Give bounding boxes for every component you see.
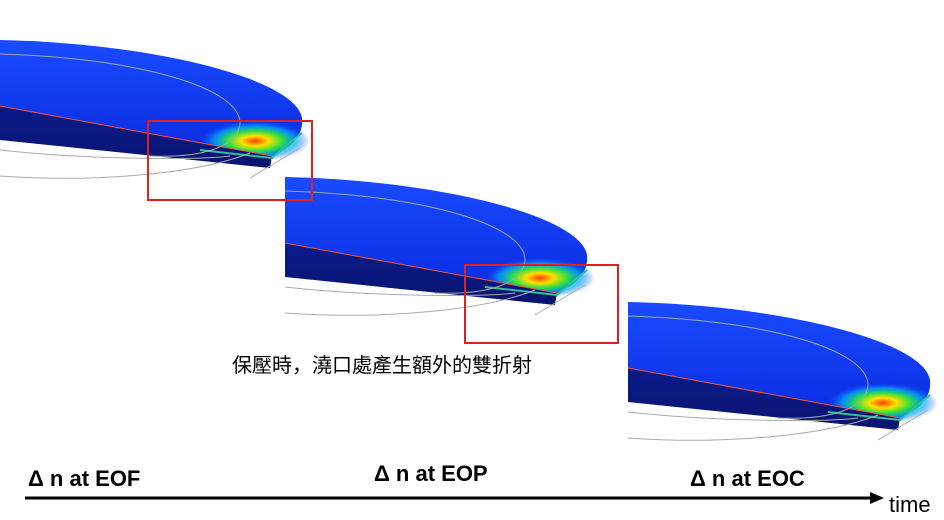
highlight-box [147, 120, 313, 201]
stage-label: Δ n at EOC [690, 466, 805, 491]
axis-arrow [870, 492, 884, 504]
stage-label: Δ n at EOP [374, 461, 488, 486]
disc-image-eop [285, 176, 595, 317]
annotation: 保壓時，澆口處產生額外的雙折射 [232, 353, 532, 377]
disc-image-eoc [628, 301, 938, 442]
axis-label: time [889, 492, 931, 517]
disc-image-eof [0, 39, 310, 180]
stage-label: Δ n at EOF [28, 466, 140, 491]
highlight-box [464, 264, 619, 344]
